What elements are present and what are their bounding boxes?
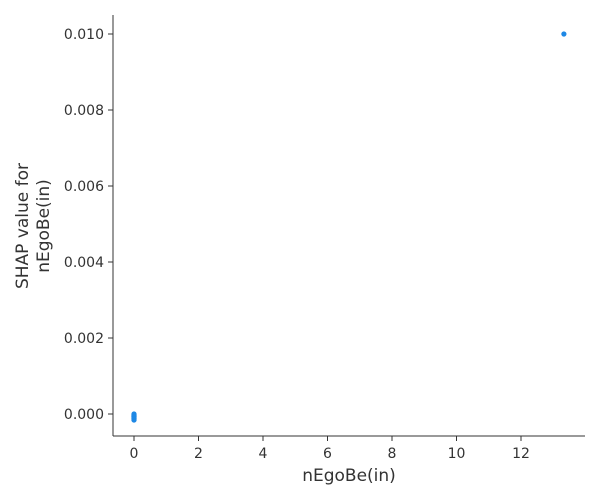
axes [112, 15, 585, 437]
x-tick-label: 2 [194, 446, 203, 462]
x-tick-label: 0 [130, 446, 139, 462]
data-points [131, 31, 567, 423]
y-axis-label-line-2: nEgoBe(in) [34, 179, 54, 273]
x-tick-label: 4 [259, 446, 268, 462]
y-tick-label: 0.006 [64, 179, 104, 195]
y-axis-ticks: 0.000 0.002 0.004 0.006 0.008 0.010 [64, 27, 113, 423]
x-axis-label: nEgoBe(in) [302, 466, 396, 486]
x-tick-label: 10 [448, 446, 466, 462]
x-tick-label: 8 [388, 446, 397, 462]
x-axis-ticks: 0 2 4 6 8 10 12 [130, 436, 530, 462]
y-tick-label: 0.008 [64, 103, 104, 119]
data-point [131, 415, 137, 421]
data-point [561, 31, 567, 37]
y-tick-label: 0.000 [64, 407, 104, 423]
y-axis-label-line-1: SHAP value for [13, 163, 33, 289]
y-tick-label: 0.004 [64, 255, 104, 271]
x-tick-label: 6 [323, 446, 332, 462]
y-tick-label: 0.010 [64, 27, 104, 43]
x-tick-label: 12 [512, 446, 530, 462]
y-tick-label: 0.002 [64, 331, 104, 347]
